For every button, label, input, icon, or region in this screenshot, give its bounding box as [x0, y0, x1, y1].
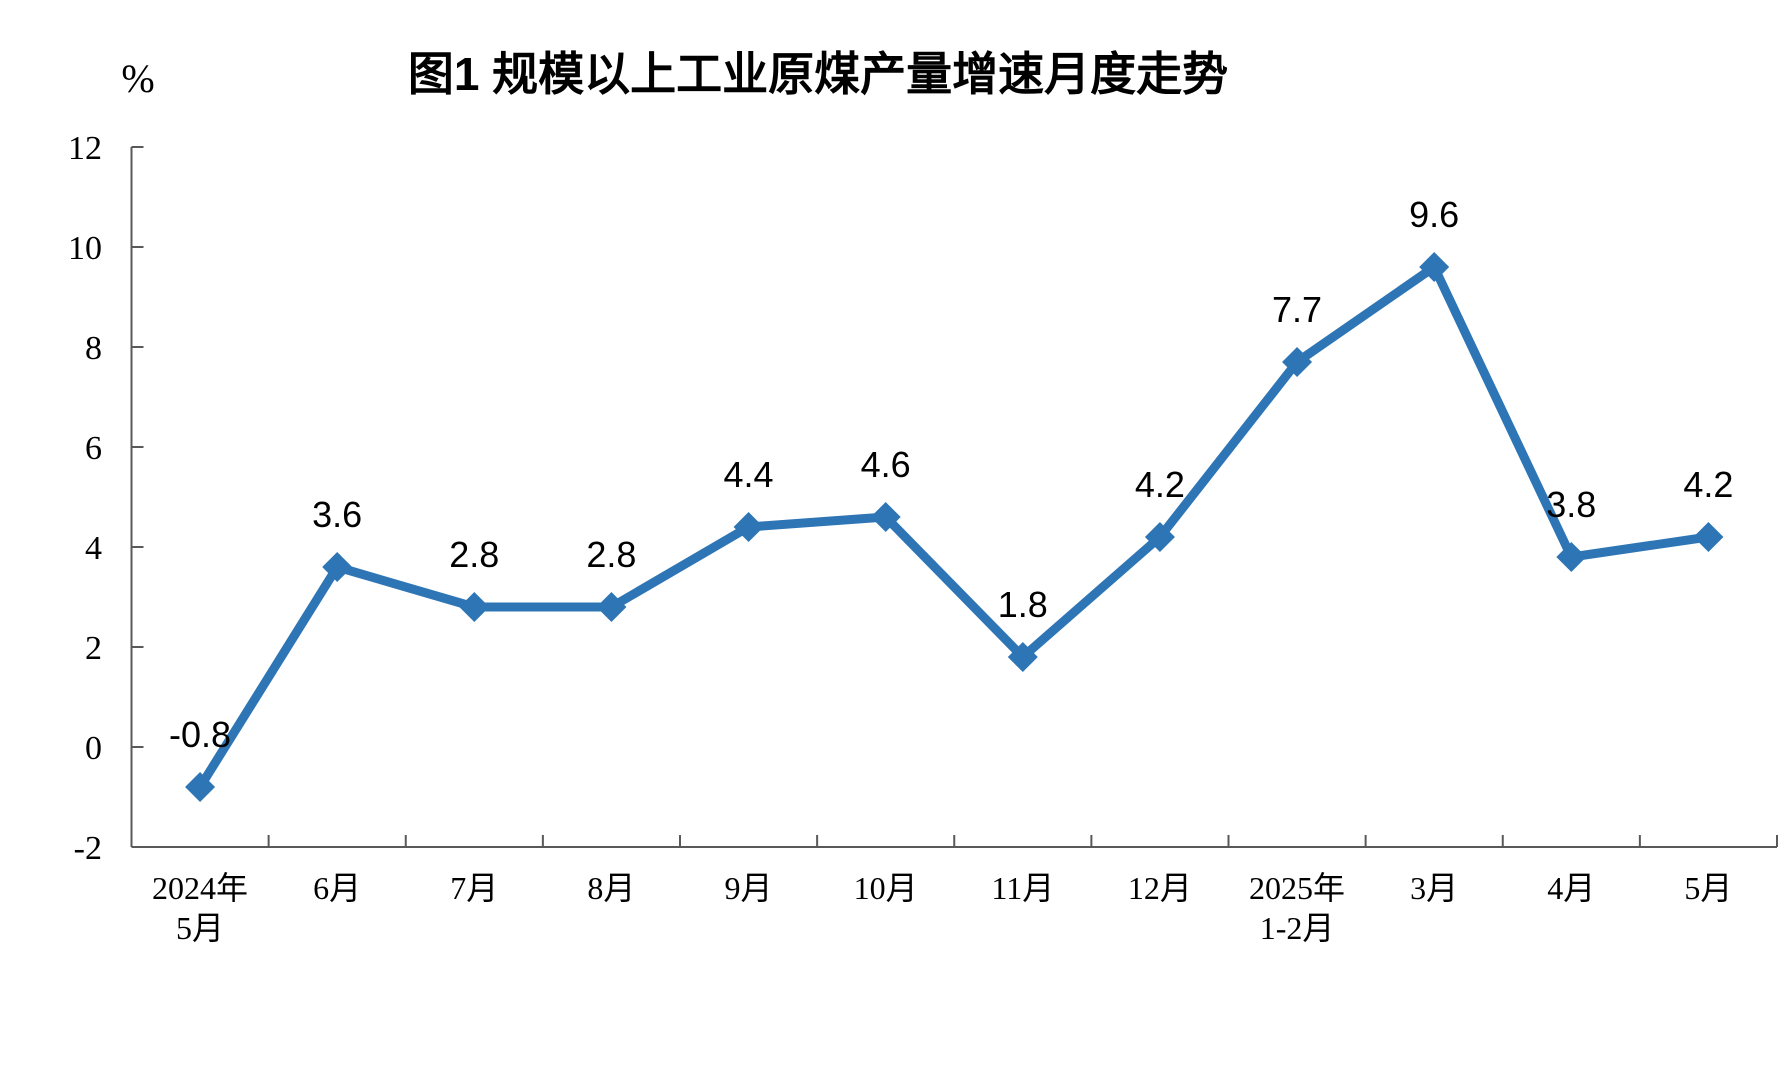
data-point-marker	[1693, 522, 1724, 552]
data-point-label: 4.2	[1135, 464, 1185, 505]
data-label-group: -0.8 3.6 2.8 2.8 4.4 4.6 1.8 4.2 7.7 9.6 3.8 4.2	[169, 194, 1733, 755]
data-point-marker	[596, 592, 627, 622]
x-axis-category-label: 3月	[1410, 870, 1458, 906]
data-point-label: 3.6	[312, 494, 362, 535]
data-point-marker	[185, 772, 216, 802]
y-axis-tick-label: -2	[74, 830, 102, 867]
data-point-label: 9.6	[1409, 194, 1459, 235]
y-axis-tick-label: 4	[85, 530, 102, 567]
data-point-marker	[1007, 642, 1038, 672]
x-axis-category-label: 12月	[1128, 870, 1192, 906]
data-point-label: 4.4	[724, 454, 774, 495]
series-line	[195, 262, 1713, 792]
y-axis-tick-label: 10	[68, 230, 102, 267]
x-axis-category-label: 4月	[1547, 870, 1595, 906]
data-point-marker	[733, 512, 764, 542]
chart-title: 图1 规模以上工业原煤产量增速月度走势	[408, 48, 1228, 100]
data-point-label: 7.7	[1272, 289, 1322, 330]
x-axis-category-label: 7月	[450, 870, 498, 906]
x-axis-category-label: 11月	[991, 870, 1054, 906]
x-axis-category-label: 2025年 1-2月	[1249, 870, 1345, 946]
x-axis: 2024年 5月 6月 7月 8月 9月 10月 11月 12月 2025年 1-2月 3月 4月 5月	[130, 835, 1778, 946]
data-point-label: 1.8	[998, 584, 1048, 625]
data-point-label: 2.8	[586, 534, 636, 575]
y-axis-tick-label: 0	[85, 730, 102, 767]
data-point-marker	[870, 502, 901, 532]
x-axis-category-label: 9月	[725, 870, 773, 906]
data-point-marker	[1556, 542, 1587, 572]
data-point-label: 4.6	[861, 444, 911, 485]
data-point-marker	[459, 592, 490, 622]
series-line-group	[185, 252, 1724, 802]
x-axis-category-label: 6月	[313, 870, 361, 906]
data-point-marker	[322, 552, 353, 582]
y-axis-tick-label: 12	[68, 130, 102, 167]
y-axis-tick-label: 8	[85, 330, 102, 367]
y-axis-unit-label: %	[121, 56, 154, 101]
y-axis: 12 10 8 6 4 2 0 -2	[68, 130, 144, 867]
x-axis-category-label: 8月	[587, 870, 635, 906]
data-point-marker	[1144, 522, 1175, 552]
data-point-label: 2.8	[449, 534, 499, 575]
data-point-label: 4.2	[1683, 464, 1733, 505]
y-axis-tick-label: 2	[85, 630, 102, 667]
y-axis-tick-label: 6	[85, 430, 102, 467]
x-axis-category-label: 2024年 5月	[152, 870, 248, 946]
data-point-label: 3.8	[1546, 484, 1596, 525]
x-axis-category-label: 5月	[1684, 870, 1732, 906]
data-point-marker	[1282, 347, 1313, 377]
data-point-marker	[1419, 252, 1450, 282]
x-axis-category-label: 10月	[854, 870, 918, 906]
data-point-label: -0.8	[169, 714, 231, 755]
